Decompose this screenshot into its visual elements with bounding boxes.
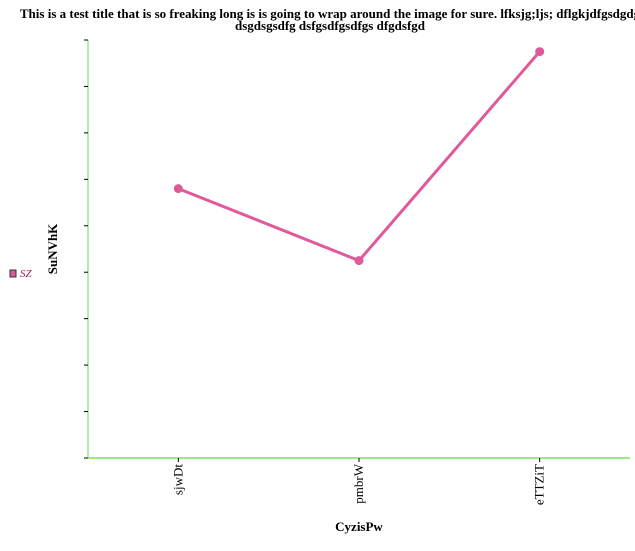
legend: SZ	[9, 268, 33, 280]
x-axis-label: CyzisPw	[335, 519, 383, 534]
x-tick-label: pmbrW	[351, 463, 366, 503]
legend-swatch	[9, 269, 17, 278]
chart-title-line-1: This is a test title that is so freaking…	[20, 6, 635, 21]
x-tick-label: sjwDt	[170, 464, 185, 495]
x-tick-label: eTTZiT	[532, 464, 547, 505]
y-axis-label: SuNVhK	[45, 223, 60, 274]
data-point	[354, 256, 364, 266]
legend-label: SZ	[20, 268, 33, 280]
data-point	[535, 47, 545, 57]
series-line	[177, 50, 541, 263]
data-point	[173, 184, 183, 194]
chart-title-line-2: dsgdsgsdfg dsfgsdfgsdfgs dfgdsfgd	[235, 18, 426, 33]
